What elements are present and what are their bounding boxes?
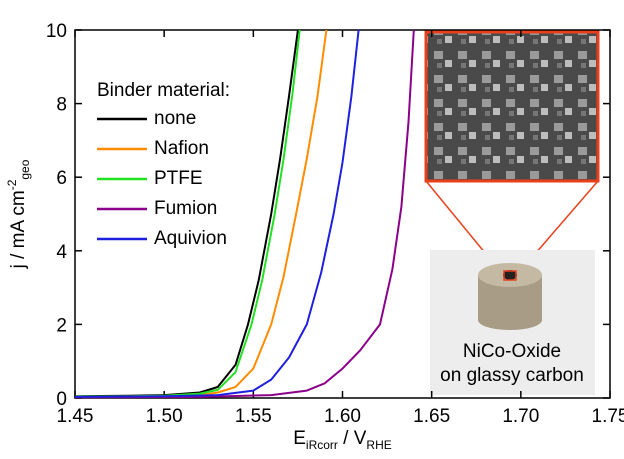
x-tick-label: 1.65 [413,406,450,427]
series-line [74,29,415,399]
y-tick-label: 10 [46,21,67,42]
y-tick-label: 0 [56,389,67,410]
x-axis-label-part: E [293,428,306,449]
annotation: on glassy carbon [440,365,584,386]
x-tick-label: 1.50 [146,406,183,427]
y-axis-label-part: -2 [5,179,19,190]
y-tick-label: 4 [56,242,67,263]
y-tick-label: 2 [56,315,67,336]
x-tick-label: 1.55 [235,406,272,427]
y-axis-label: j / mA cm-2geo [5,159,32,269]
series-line [74,29,360,398]
x-axis-label: EiRcorr / VRHE [293,428,392,452]
y-axis-label-part: j / mA cm [8,190,29,269]
legend-title: Binder material: [97,80,230,101]
legend-label: Nafion [154,138,209,159]
x-tick-label: 1.60 [324,406,361,427]
legend-label: none [154,108,196,129]
sem-image [424,30,600,183]
x-axis-label-part: / V [338,428,367,449]
inset: NiCo-Oxide on glassy carbon [424,30,600,395]
zoom-box [503,270,517,281]
x-tick-label: 1.45 [57,406,94,427]
legend-label: PTFE [154,168,203,189]
y-tick-label: 6 [56,168,67,189]
x-axis-label-part: RHE [366,438,391,452]
legend-label: Aquivion [154,228,227,249]
x-tick-label: 1.70 [502,406,539,427]
electrode-body [478,275,542,330]
annotation: NiCo-Oxide [463,341,561,362]
x-axis-label-part: iRcorr [306,438,338,452]
x-tick-label: 1.75 [592,406,624,427]
legend-label: Fumion [154,198,217,219]
glassy-carbon [503,270,517,280]
y-tick-label: 8 [56,95,67,116]
y-axis-label-part: geo [18,159,32,179]
